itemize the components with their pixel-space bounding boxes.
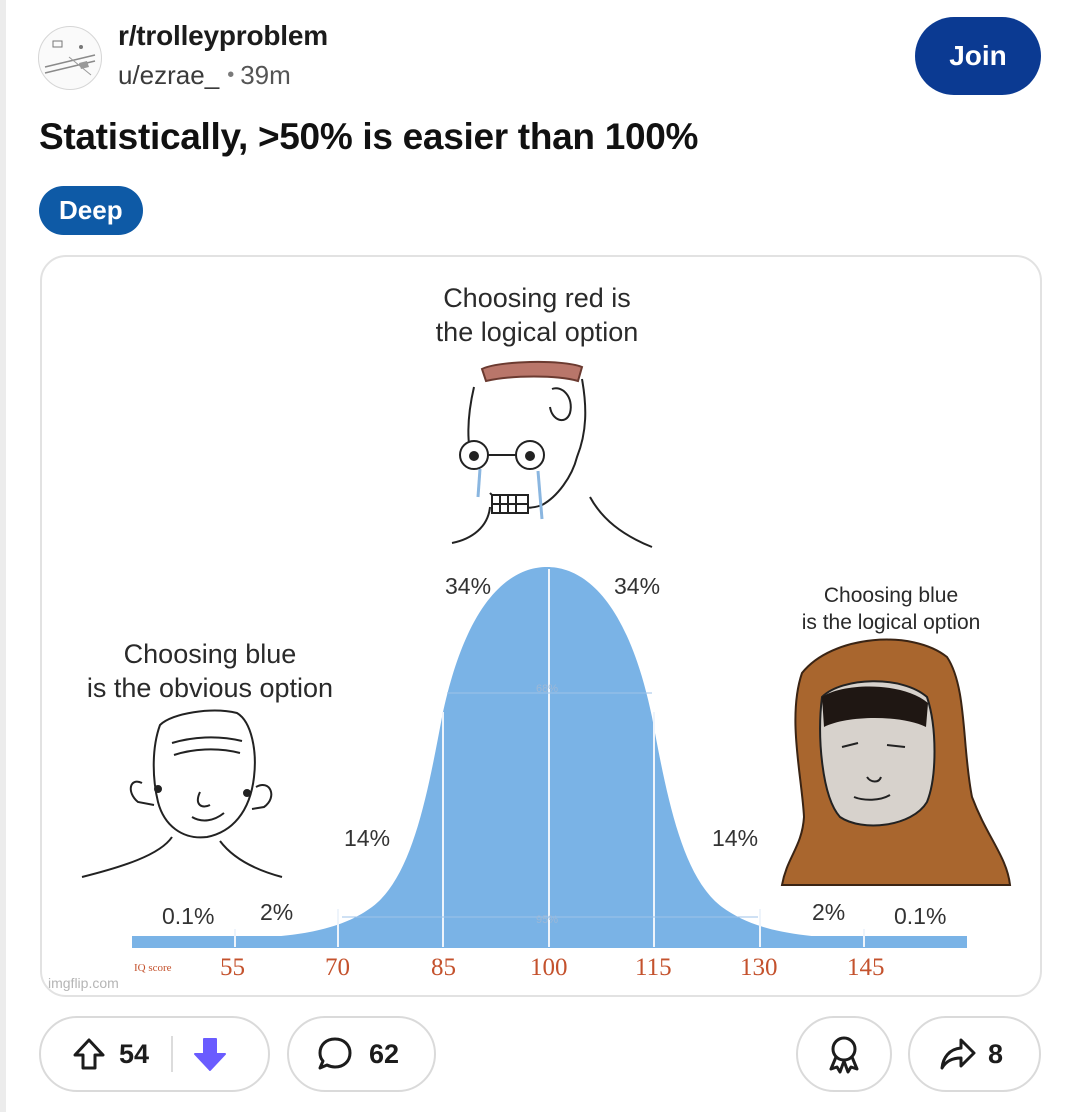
trolley-sketch-icon xyxy=(44,40,96,76)
top-caption-line2: the logical option xyxy=(435,317,639,347)
post-flair[interactable]: Deep xyxy=(39,186,143,235)
share-button[interactable]: 8 xyxy=(908,1016,1041,1092)
percent-label: 14% xyxy=(712,825,759,851)
axis-tick: 55 xyxy=(220,954,245,981)
vote-divider xyxy=(171,1036,174,1072)
bell-curve-meme-graphic xyxy=(81,360,1012,948)
left-caption-line1: Choosing blue xyxy=(123,639,297,669)
vote-control: 54 xyxy=(39,1016,270,1092)
percent-label: 0.1% xyxy=(894,903,947,929)
axis-tick: 145 xyxy=(847,954,885,981)
axis-tick: 70 xyxy=(325,954,350,981)
percent-label: 34% xyxy=(614,573,661,599)
percent-label: 0.1% xyxy=(162,903,215,929)
join-button[interactable]: Join xyxy=(915,17,1041,95)
post-meta: u/ezrae_ • 39m xyxy=(118,60,291,91)
subreddit-name[interactable]: r/trolleyproblem xyxy=(118,20,328,51)
author-link[interactable]: u/ezrae_ xyxy=(118,60,220,90)
post-image[interactable]: Choosing red is the logical option Choos… xyxy=(40,255,1042,997)
axis-tick: 115 xyxy=(635,954,672,981)
crying-wojak-drawing xyxy=(451,360,653,548)
comments-button[interactable]: 62 xyxy=(287,1016,436,1092)
axis-tick: 130 xyxy=(740,954,778,981)
axis-tick: 100 xyxy=(530,954,568,981)
percent-label: 14% xyxy=(344,825,391,851)
top-caption-line1: Choosing red is xyxy=(443,283,631,313)
subreddit-avatar[interactable] xyxy=(38,26,102,90)
meta-separator: • xyxy=(227,64,235,86)
downvote-icon[interactable] xyxy=(191,1035,229,1073)
left-caption-line2: is the obvious option xyxy=(86,673,334,703)
comment-count: 62 xyxy=(369,1038,400,1069)
post-title[interactable]: Statistically, >50% is easier than 100% xyxy=(39,116,699,157)
axis-tick: 85 xyxy=(431,954,456,981)
curve-section-lines xyxy=(234,569,865,947)
inner-label-68: 68% xyxy=(536,683,559,695)
right-caption-line1: Choosing blue xyxy=(823,584,959,607)
comment-icon xyxy=(315,1034,355,1074)
axis-caption: IQ score xyxy=(134,962,172,974)
percent-label: 2% xyxy=(260,899,294,925)
award-icon xyxy=(825,1034,863,1074)
upvote-icon[interactable] xyxy=(71,1036,107,1072)
inner-label-95: 95% xyxy=(536,914,559,926)
post-age: 39m xyxy=(240,60,291,90)
watermark: imgflip.com xyxy=(48,975,119,991)
right-caption: Choosing blue is the logical option xyxy=(782,582,1000,636)
share-icon xyxy=(938,1036,978,1072)
upvote-count: 54 xyxy=(119,1038,150,1069)
left-wojak-drawing xyxy=(81,709,283,878)
share-count: 8 xyxy=(988,1038,1004,1069)
award-button[interactable] xyxy=(796,1016,892,1092)
hooded-figure-drawing xyxy=(780,638,1012,886)
top-caption: Choosing red is the logical option xyxy=(402,281,672,349)
right-caption-line2: is the logical option xyxy=(801,611,981,634)
left-caption: Choosing blue is the obvious option xyxy=(62,637,358,705)
percent-label: 34% xyxy=(445,573,492,599)
percent-label: 2% xyxy=(812,899,846,925)
left-edge-strip xyxy=(0,0,6,1112)
